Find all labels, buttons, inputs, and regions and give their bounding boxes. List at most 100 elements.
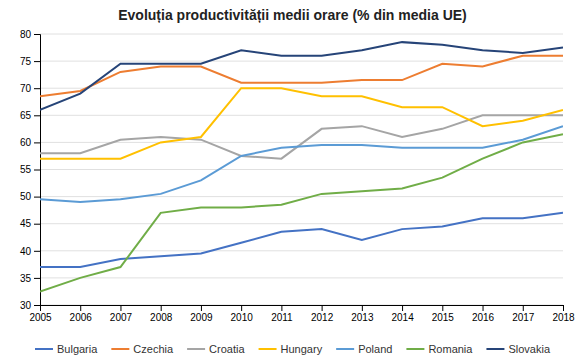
tick-label: 75 bbox=[20, 56, 32, 67]
tick-mark bbox=[442, 305, 443, 311]
tick-mark bbox=[40, 305, 41, 311]
tick: 70 bbox=[20, 83, 40, 94]
tick-label: 50 bbox=[20, 191, 32, 202]
tick-label: 2009 bbox=[190, 312, 213, 323]
legend-label: Romania bbox=[428, 343, 473, 355]
legend-item: Romania bbox=[406, 343, 473, 355]
legend-swatch bbox=[259, 348, 277, 350]
tick: 45 bbox=[20, 218, 40, 229]
tick-mark bbox=[34, 34, 40, 35]
tick: 2006 bbox=[70, 305, 93, 323]
tick-mark bbox=[161, 305, 162, 311]
tick-mark bbox=[483, 305, 484, 311]
tick: 75 bbox=[20, 56, 40, 67]
grid-line bbox=[40, 196, 563, 197]
series-line bbox=[40, 56, 563, 97]
tick-label: 45 bbox=[20, 218, 32, 229]
tick-mark bbox=[34, 61, 40, 62]
grid-line bbox=[40, 277, 563, 278]
tick: 2013 bbox=[351, 305, 374, 323]
tick-label: 55 bbox=[20, 164, 32, 175]
grid bbox=[40, 34, 563, 305]
title: Evoluția productivității medii orare (% … bbox=[118, 7, 467, 23]
legend-swatch bbox=[111, 348, 129, 350]
tick: 2009 bbox=[190, 305, 213, 323]
legend-swatch bbox=[35, 348, 53, 350]
series-line bbox=[40, 134, 563, 291]
tick-label: 40 bbox=[20, 246, 32, 257]
tick-label: 65 bbox=[20, 110, 32, 121]
tick-label: 2015 bbox=[432, 312, 455, 323]
legend-swatch bbox=[406, 348, 424, 350]
tick-label: 2008 bbox=[150, 312, 173, 323]
tick: 2008 bbox=[150, 305, 173, 323]
x-axis: 2005 2006 2007 2008 2009 2010 2011 2012 2013 2014… bbox=[29, 305, 575, 323]
tick-label: 2010 bbox=[231, 312, 254, 323]
tick-mark bbox=[80, 305, 81, 311]
tick: 2007 bbox=[110, 305, 133, 323]
y-axis: 30 35 40 45 50 55 60 65 70 75 80 bbox=[20, 29, 41, 311]
tick: 30 bbox=[20, 300, 40, 311]
tick-mark bbox=[34, 197, 40, 198]
tick: 2011 bbox=[271, 305, 293, 323]
plot: 3035404550556065707580200520062007200820… bbox=[20, 29, 575, 323]
tick-mark bbox=[34, 115, 40, 116]
tick-mark bbox=[34, 278, 40, 279]
grid-line bbox=[40, 61, 563, 62]
tick: 2010 bbox=[231, 305, 254, 323]
tick-label: 2006 bbox=[70, 312, 93, 323]
tick-label: 2017 bbox=[512, 312, 535, 323]
grid-line bbox=[40, 88, 563, 89]
tick: 80 bbox=[20, 29, 40, 40]
series-line bbox=[40, 42, 563, 110]
series-line bbox=[40, 126, 563, 202]
legend-label: Bulgaria bbox=[57, 343, 98, 355]
tick-mark bbox=[523, 305, 524, 311]
legend: BulgariaCzechiaCroatiaHungaryPolandRoman… bbox=[35, 343, 551, 355]
tick: 2016 bbox=[472, 305, 495, 323]
tick: 2015 bbox=[432, 305, 455, 323]
legend-swatch bbox=[336, 348, 354, 350]
tick-mark bbox=[34, 142, 40, 143]
tick: 50 bbox=[20, 191, 40, 202]
tick-label: 2011 bbox=[271, 312, 293, 323]
grid-line bbox=[40, 34, 563, 35]
chart: Evoluția productivității medii orare (% … bbox=[0, 0, 585, 363]
grid-line bbox=[40, 250, 563, 251]
tick-mark bbox=[281, 305, 282, 311]
tick-label: 2018 bbox=[552, 312, 575, 323]
tick-label: 2013 bbox=[351, 312, 374, 323]
tick-mark bbox=[34, 305, 40, 306]
legend-item: Czechia bbox=[111, 343, 174, 355]
legend-item: Slovakia bbox=[486, 343, 550, 355]
tick-label: 30 bbox=[20, 300, 32, 311]
legend-item: Croatia bbox=[187, 343, 245, 355]
tick: 2012 bbox=[311, 305, 334, 323]
tick-label: 60 bbox=[20, 137, 32, 148]
tick-mark bbox=[563, 305, 564, 311]
lines bbox=[40, 42, 563, 291]
legend-item: Hungary bbox=[259, 343, 323, 355]
legend-swatch bbox=[486, 348, 504, 350]
tick: 55 bbox=[20, 164, 40, 175]
tick-label: 2014 bbox=[391, 312, 414, 323]
legend-swatch bbox=[187, 348, 205, 350]
tick-label: 2012 bbox=[311, 312, 334, 323]
legend-label: Croatia bbox=[209, 343, 245, 355]
legend-label: Slovakia bbox=[508, 343, 550, 355]
tick-mark bbox=[241, 305, 242, 311]
axis-domain bbox=[41, 306, 564, 312]
axis-domain bbox=[34, 35, 41, 306]
tick-mark bbox=[120, 305, 121, 311]
tick-label: 35 bbox=[20, 273, 32, 284]
series-line bbox=[40, 115, 563, 158]
grid-line bbox=[40, 223, 563, 224]
tick-mark bbox=[34, 88, 40, 89]
tick-mark bbox=[34, 170, 40, 171]
legend-label: Hungary bbox=[281, 343, 323, 355]
tick-mark bbox=[34, 251, 40, 252]
grid-line bbox=[40, 169, 563, 170]
tick: 2014 bbox=[391, 305, 414, 323]
tick: 40 bbox=[20, 246, 40, 257]
tick-label: 2005 bbox=[29, 312, 52, 323]
